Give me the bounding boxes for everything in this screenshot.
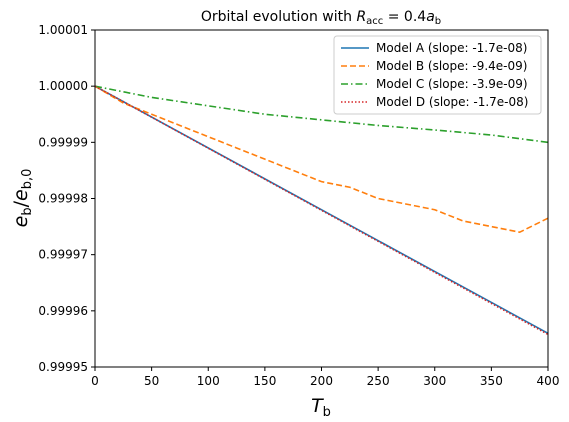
chart-title: Orbital evolution with Racc = 0.4ab xyxy=(201,9,441,27)
legend-label: Model A (slope: -1.7e-08) xyxy=(376,41,527,55)
x-tick-label: 150 xyxy=(253,374,276,388)
chart-title-math-rest: = 0.4 xyxy=(383,9,426,25)
x-tick-label: 300 xyxy=(423,374,446,388)
series-line-c xyxy=(94,85,549,144)
y-tick-label: 1.00000 xyxy=(38,79,88,93)
x-tick-label: 200 xyxy=(310,374,333,388)
chart-title-math: R xyxy=(356,9,366,25)
legend-label: Model D (slope: -1.7e-08) xyxy=(376,95,528,109)
chart-title-prefix: Orbital evolution with xyxy=(201,9,357,25)
y-axis-label: eb/eb,0 xyxy=(10,169,35,228)
legend: Model A (slope: -1.7e-08) Model B (slope:… xyxy=(333,35,542,115)
chart-title-math-sub: acc xyxy=(366,16,383,27)
x-tick-label: 400 xyxy=(537,374,560,388)
y-tick-label: 0.99997 xyxy=(38,248,88,262)
x-tick-label: 50 xyxy=(144,374,159,388)
x-axis-label: Tb xyxy=(311,395,331,420)
x-tick-label: 250 xyxy=(367,374,390,388)
x-tick-label: 0 xyxy=(91,374,99,388)
legend-label: Model B (slope: -9.4e-09) xyxy=(376,59,527,73)
legend-label: Model C (slope: -3.9e-09) xyxy=(376,77,528,91)
y-tick-label: 0.99996 xyxy=(38,304,88,318)
y-tick-label: 1.00001 xyxy=(38,23,88,37)
legend-frame xyxy=(333,35,542,115)
y-tick-label: 0.99995 xyxy=(38,360,88,374)
y-tick-label: 0.99999 xyxy=(38,135,88,149)
series-line-b xyxy=(94,85,549,234)
x-tick-label: 100 xyxy=(197,374,220,388)
series-line-a xyxy=(94,85,549,335)
y-tick-label: 0.99998 xyxy=(38,192,88,206)
axis-ticks: 0 50 100 150 200 250 300 350 400 0.99995 0.99996 0.… xyxy=(38,23,559,388)
plot-area xyxy=(94,85,549,336)
x-tick-label: 350 xyxy=(480,374,503,388)
chart-title-math-sub-b: b xyxy=(435,16,441,27)
chart-title-math-a: a xyxy=(426,9,435,25)
